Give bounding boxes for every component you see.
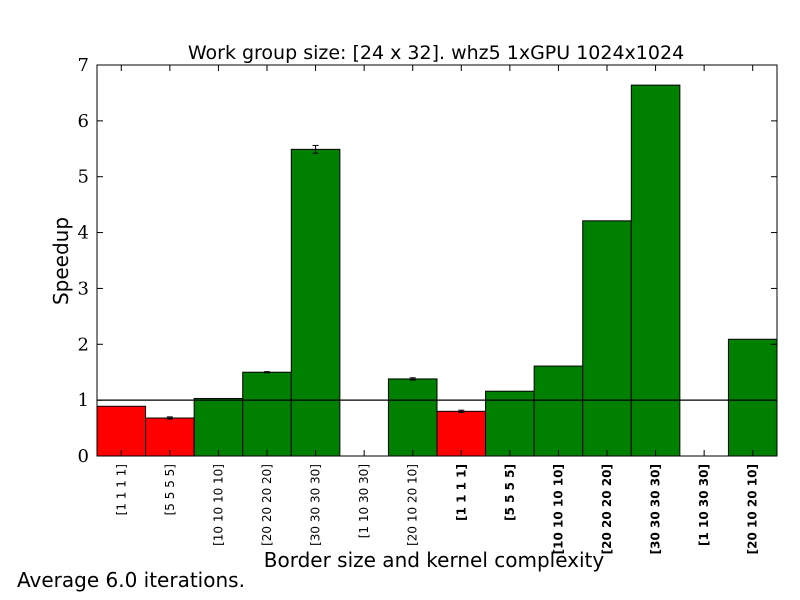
bar-0 [96,405,147,457]
chart-title: Work group size: [24 x 32]. whz5 1xGPU 1… [188,42,684,64]
x-tick-label-2: [10 10 10 10] [211,464,225,546]
x-tick-label-11: [30 30 30 30] [649,464,663,554]
bars-group [96,84,778,457]
x-tick-label-12: [1 10 30 30] [697,464,711,546]
x-tick-label-1: [5 5 5 5] [163,464,177,515]
y-tick-label-0: 0 [78,446,89,467]
x-tick-label-13: [20 10 20 10] [746,464,760,554]
y-tick-label-4: 4 [78,223,89,244]
bar-9 [533,365,584,457]
bar-6 [387,378,438,457]
bar-7 [436,410,487,457]
y-tick-label-3: 3 [78,278,89,299]
y-tick-label-1: 1 [78,390,89,411]
bar-2 [193,397,244,457]
error-bar-7 [458,409,465,413]
y-tick-label-5: 5 [78,167,89,188]
x-tick-label-3: [20 20 20 20] [260,464,274,546]
bar-3 [242,371,292,457]
y-axis-label: Speedup [49,217,73,305]
error-bar-1 [166,416,173,420]
footnote: Average 6.0 iterations. [17,568,245,592]
x-tick-label-6: [20 10 20 10] [406,464,420,546]
error-bar-4 [312,144,319,154]
x-tick-label-10: [20 20 20 20] [600,464,614,554]
x-tick-label-5: [1 10 30 30] [357,464,371,538]
bar-13 [727,338,778,457]
error-bars-group [166,144,465,420]
x-tick-label-4: [30 30 30 30] [309,464,323,546]
y-tick-label-6: 6 [78,111,89,132]
axes-group: 0 1 2 3 4 5 6 7 [1 1 1 1] [5 5 5 5] [10 10 10 10] [… [78,55,778,554]
x-axis-label: Border size and kernel complexity [264,548,605,572]
x-tick-label-8: [5 5 5 5] [503,464,517,521]
bar-10 [582,220,632,457]
y-tick-label-2: 2 [78,334,89,355]
x-tick-label-0: [1 1 1 1] [114,464,128,515]
plot-frame [96,64,778,457]
x-tick-label-9: [10 10 10 10] [551,464,565,554]
error-bar-3 [264,371,270,374]
y-tick-label-7: 7 [78,55,89,76]
x-tick-label-7: [1 1 1 1] [454,464,468,521]
bar-4 [290,148,341,457]
bar-8 [485,390,535,457]
error-bar-6 [409,377,416,381]
